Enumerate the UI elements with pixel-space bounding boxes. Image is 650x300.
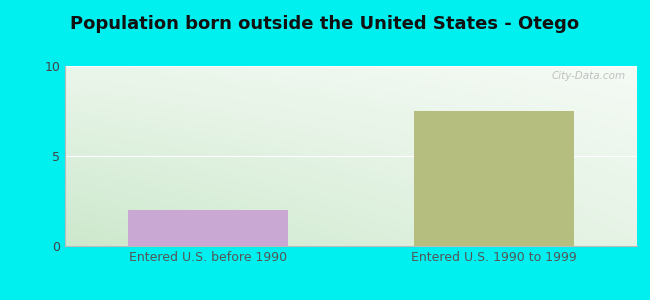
Bar: [128, 210, 288, 246]
Text: Population born outside the United States - Otego: Population born outside the United State…: [70, 15, 580, 33]
Bar: [414, 111, 574, 246]
Text: City-Data.com: City-Data.com: [551, 71, 625, 81]
